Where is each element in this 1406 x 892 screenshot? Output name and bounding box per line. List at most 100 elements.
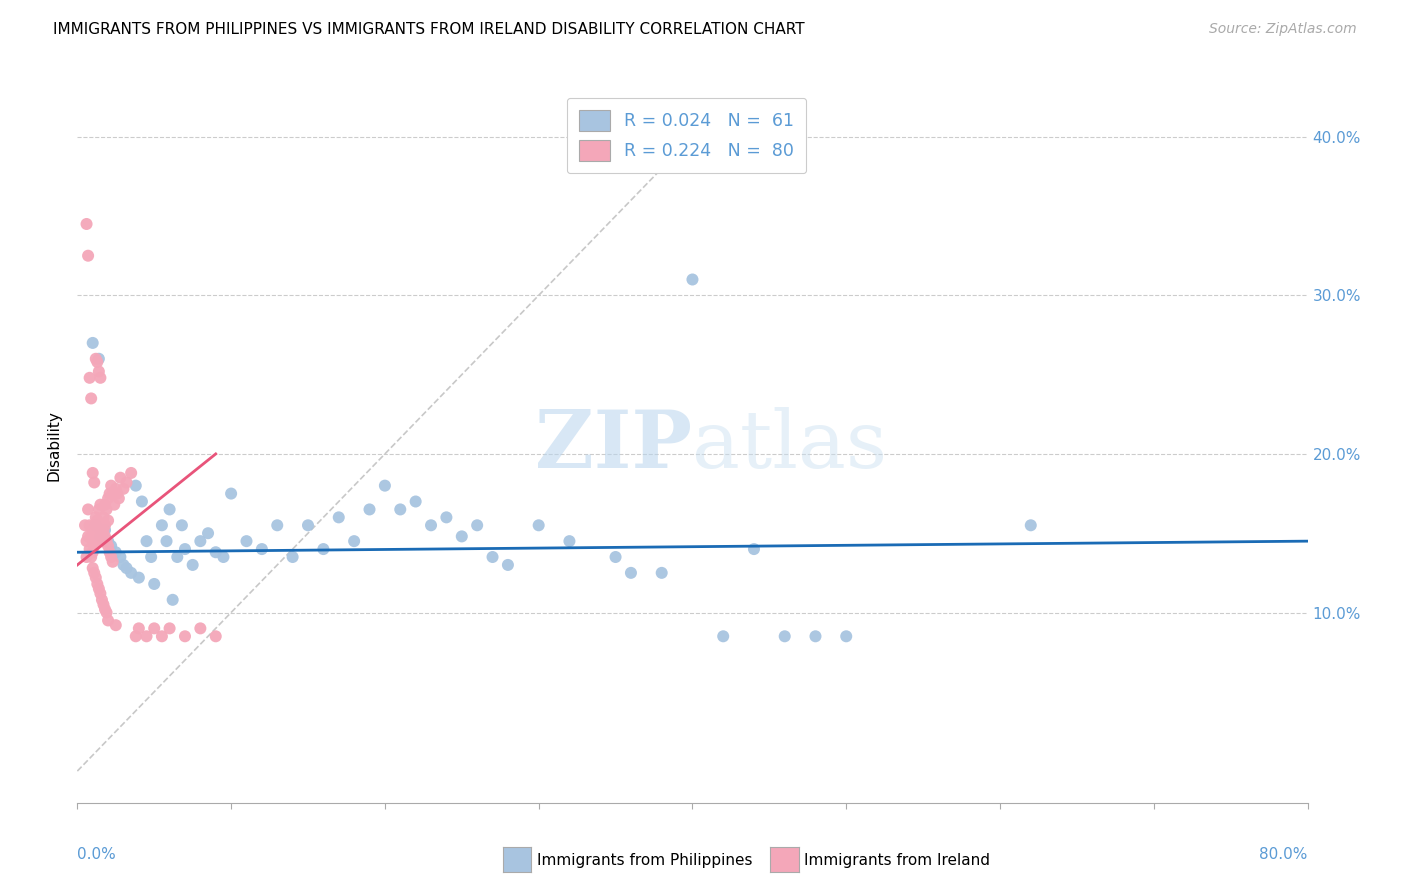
Point xyxy=(89,371,111,385)
Point xyxy=(115,561,138,575)
Point xyxy=(150,518,173,533)
Point xyxy=(86,355,108,369)
Point xyxy=(83,518,105,533)
Point xyxy=(76,534,98,549)
Point xyxy=(328,510,350,524)
Point xyxy=(112,482,135,496)
Point xyxy=(83,539,105,553)
Point xyxy=(90,592,114,607)
Point xyxy=(97,539,120,553)
Point xyxy=(204,545,226,559)
Point xyxy=(96,502,118,516)
Point xyxy=(558,534,581,549)
Point xyxy=(682,272,704,286)
Point xyxy=(481,549,503,564)
Point xyxy=(79,371,101,385)
Point xyxy=(96,606,118,620)
Point xyxy=(312,542,335,557)
Point xyxy=(94,529,117,543)
Point xyxy=(100,549,122,564)
Point xyxy=(103,498,125,512)
Point xyxy=(80,549,103,564)
Point xyxy=(128,571,150,585)
Point xyxy=(120,466,142,480)
Point xyxy=(82,523,104,537)
Point xyxy=(98,545,121,559)
Text: atlas: atlas xyxy=(693,407,887,485)
Point xyxy=(77,502,100,516)
Point xyxy=(159,621,181,635)
Point xyxy=(110,471,132,485)
Point xyxy=(79,542,101,557)
Y-axis label: Disability: Disability xyxy=(46,410,62,482)
Point xyxy=(250,542,273,557)
Point xyxy=(82,561,104,575)
Point xyxy=(170,518,193,533)
Point xyxy=(105,486,128,500)
Point xyxy=(83,566,105,580)
Point xyxy=(90,518,114,533)
Point xyxy=(405,494,427,508)
Point xyxy=(84,510,107,524)
Point xyxy=(343,534,366,549)
Text: IMMIGRANTS FROM PHILIPPINES VS IMMIGRANTS FROM IRELAND DISABILITY CORRELATION CH: IMMIGRANTS FROM PHILIPPINES VS IMMIGRANT… xyxy=(53,22,806,37)
Point xyxy=(100,478,122,492)
Point xyxy=(84,351,107,366)
Point xyxy=(436,510,458,524)
Point xyxy=(86,534,108,549)
Point xyxy=(89,586,111,600)
Point xyxy=(80,392,103,406)
Point xyxy=(90,534,114,549)
Text: ZIP: ZIP xyxy=(536,407,693,485)
Point xyxy=(159,502,181,516)
Point xyxy=(804,629,827,643)
Point xyxy=(773,629,796,643)
Point xyxy=(87,582,110,596)
Point xyxy=(450,529,472,543)
Point xyxy=(197,526,219,541)
Text: 80.0%: 80.0% xyxy=(1260,847,1308,863)
Point xyxy=(742,542,765,557)
Point xyxy=(80,529,103,543)
Point xyxy=(174,542,197,557)
Point xyxy=(162,592,184,607)
Point xyxy=(89,518,111,533)
Point xyxy=(465,518,488,533)
Point xyxy=(219,486,242,500)
Point xyxy=(125,478,148,492)
Point xyxy=(204,629,226,643)
Point xyxy=(297,518,319,533)
Point xyxy=(82,545,104,559)
Point xyxy=(82,466,104,480)
Point xyxy=(84,518,107,533)
Point xyxy=(89,529,111,543)
Point xyxy=(97,614,120,628)
Point xyxy=(98,486,121,500)
Point xyxy=(131,494,153,508)
Point xyxy=(711,629,734,643)
Point xyxy=(115,475,138,490)
Point xyxy=(86,514,108,528)
Point xyxy=(97,491,120,506)
Point xyxy=(181,558,204,572)
Text: Source: ZipAtlas.com: Source: ZipAtlas.com xyxy=(1209,22,1357,37)
Point xyxy=(94,602,117,616)
Point xyxy=(86,577,108,591)
Legend: R = 0.024   N =  61, R = 0.224   N =  80: R = 0.024 N = 61, R = 0.224 N = 80 xyxy=(567,98,806,173)
Point xyxy=(174,629,197,643)
Point xyxy=(266,518,288,533)
Text: 0.0%: 0.0% xyxy=(77,847,117,863)
Point xyxy=(188,534,212,549)
Text: Immigrants from Ireland: Immigrants from Ireland xyxy=(804,854,990,868)
Point xyxy=(77,529,100,543)
Point xyxy=(496,558,519,572)
Point xyxy=(135,534,157,549)
Point xyxy=(101,555,124,569)
Point xyxy=(420,518,443,533)
Point xyxy=(104,545,127,559)
Point xyxy=(605,549,627,564)
Point xyxy=(93,523,115,537)
Point xyxy=(143,577,166,591)
Point xyxy=(281,549,304,564)
Point xyxy=(620,566,643,580)
